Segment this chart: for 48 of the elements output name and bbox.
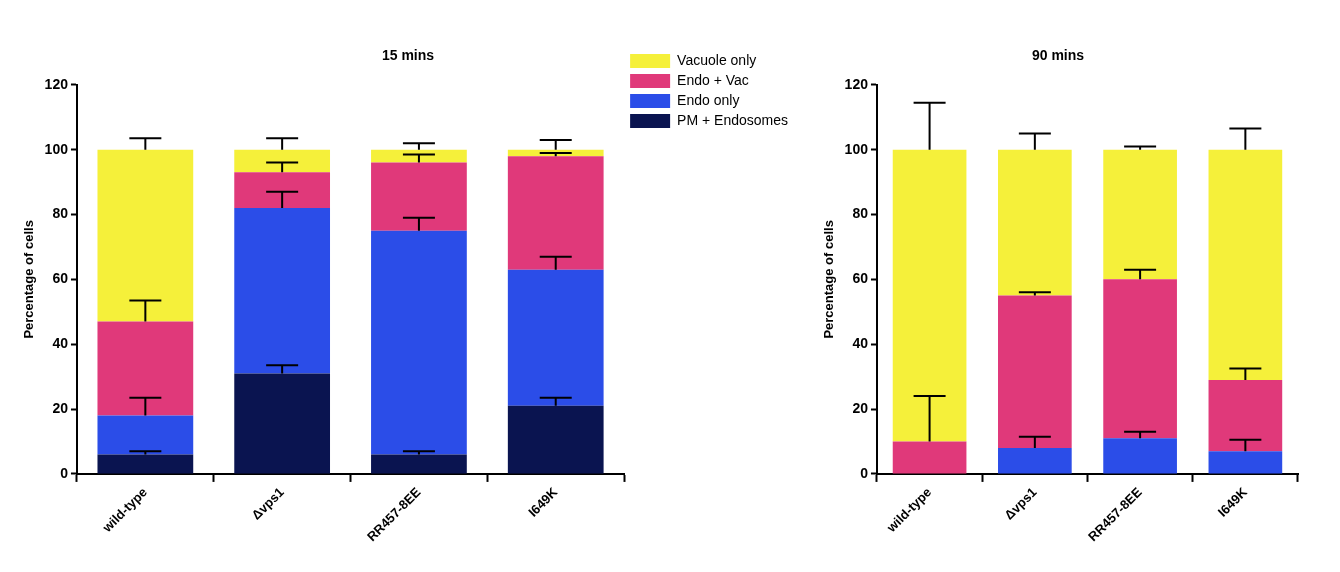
y-tick-label: 0: [860, 464, 869, 481]
y-tick-label: 100: [844, 140, 869, 157]
bar: [507, 405, 604, 474]
bar: [371, 454, 467, 474]
legend-label: Vacuole only: [677, 51, 757, 68]
bar: [892, 149, 967, 442]
bar: [1103, 149, 1177, 280]
legend-label: Endo only: [677, 91, 740, 108]
bar: [371, 162, 467, 231]
bar: [998, 295, 1072, 448]
y-tick-label: 0: [60, 464, 69, 481]
bar: [371, 149, 467, 163]
y-tick-label: 60: [52, 270, 69, 287]
bar: [97, 149, 194, 322]
y-tick-label: 20: [852, 399, 869, 416]
bar: [371, 230, 467, 455]
bar: [998, 447, 1072, 474]
legend-label: PM + Endosomes: [677, 111, 788, 128]
chart-title: 15 mins: [381, 47, 435, 64]
bar: [1208, 149, 1283, 380]
y-tick-label: 120: [844, 75, 869, 92]
chart-title: 90 mins: [1031, 47, 1085, 64]
bar: [1103, 279, 1177, 439]
bar: [507, 156, 604, 270]
y-axis-title: Percentage of cells: [21, 220, 37, 339]
bar: [234, 172, 331, 209]
bar: [507, 269, 604, 406]
y-tick-label: 120: [44, 75, 69, 92]
bar: [1103, 438, 1177, 474]
bar: [97, 454, 194, 474]
y-tick-label: 40: [852, 335, 869, 352]
bar: [1208, 451, 1283, 474]
bar: [892, 441, 967, 474]
y-tick-label: 60: [852, 270, 869, 287]
bar: [998, 149, 1072, 296]
y-tick-label: 100: [44, 140, 69, 157]
bar: [1208, 379, 1283, 452]
y-tick-label: 80: [52, 205, 69, 222]
bar: [234, 149, 331, 173]
legend-label: Endo + Vac: [677, 71, 749, 88]
y-axis-title: Percentage of cells: [821, 220, 837, 339]
bar: [234, 373, 331, 474]
bar: [234, 208, 331, 374]
y-tick-label: 80: [852, 205, 869, 222]
bar: [97, 321, 194, 416]
y-tick-label: 40: [52, 335, 69, 352]
bar: [97, 415, 194, 455]
y-tick-label: 20: [52, 399, 69, 416]
